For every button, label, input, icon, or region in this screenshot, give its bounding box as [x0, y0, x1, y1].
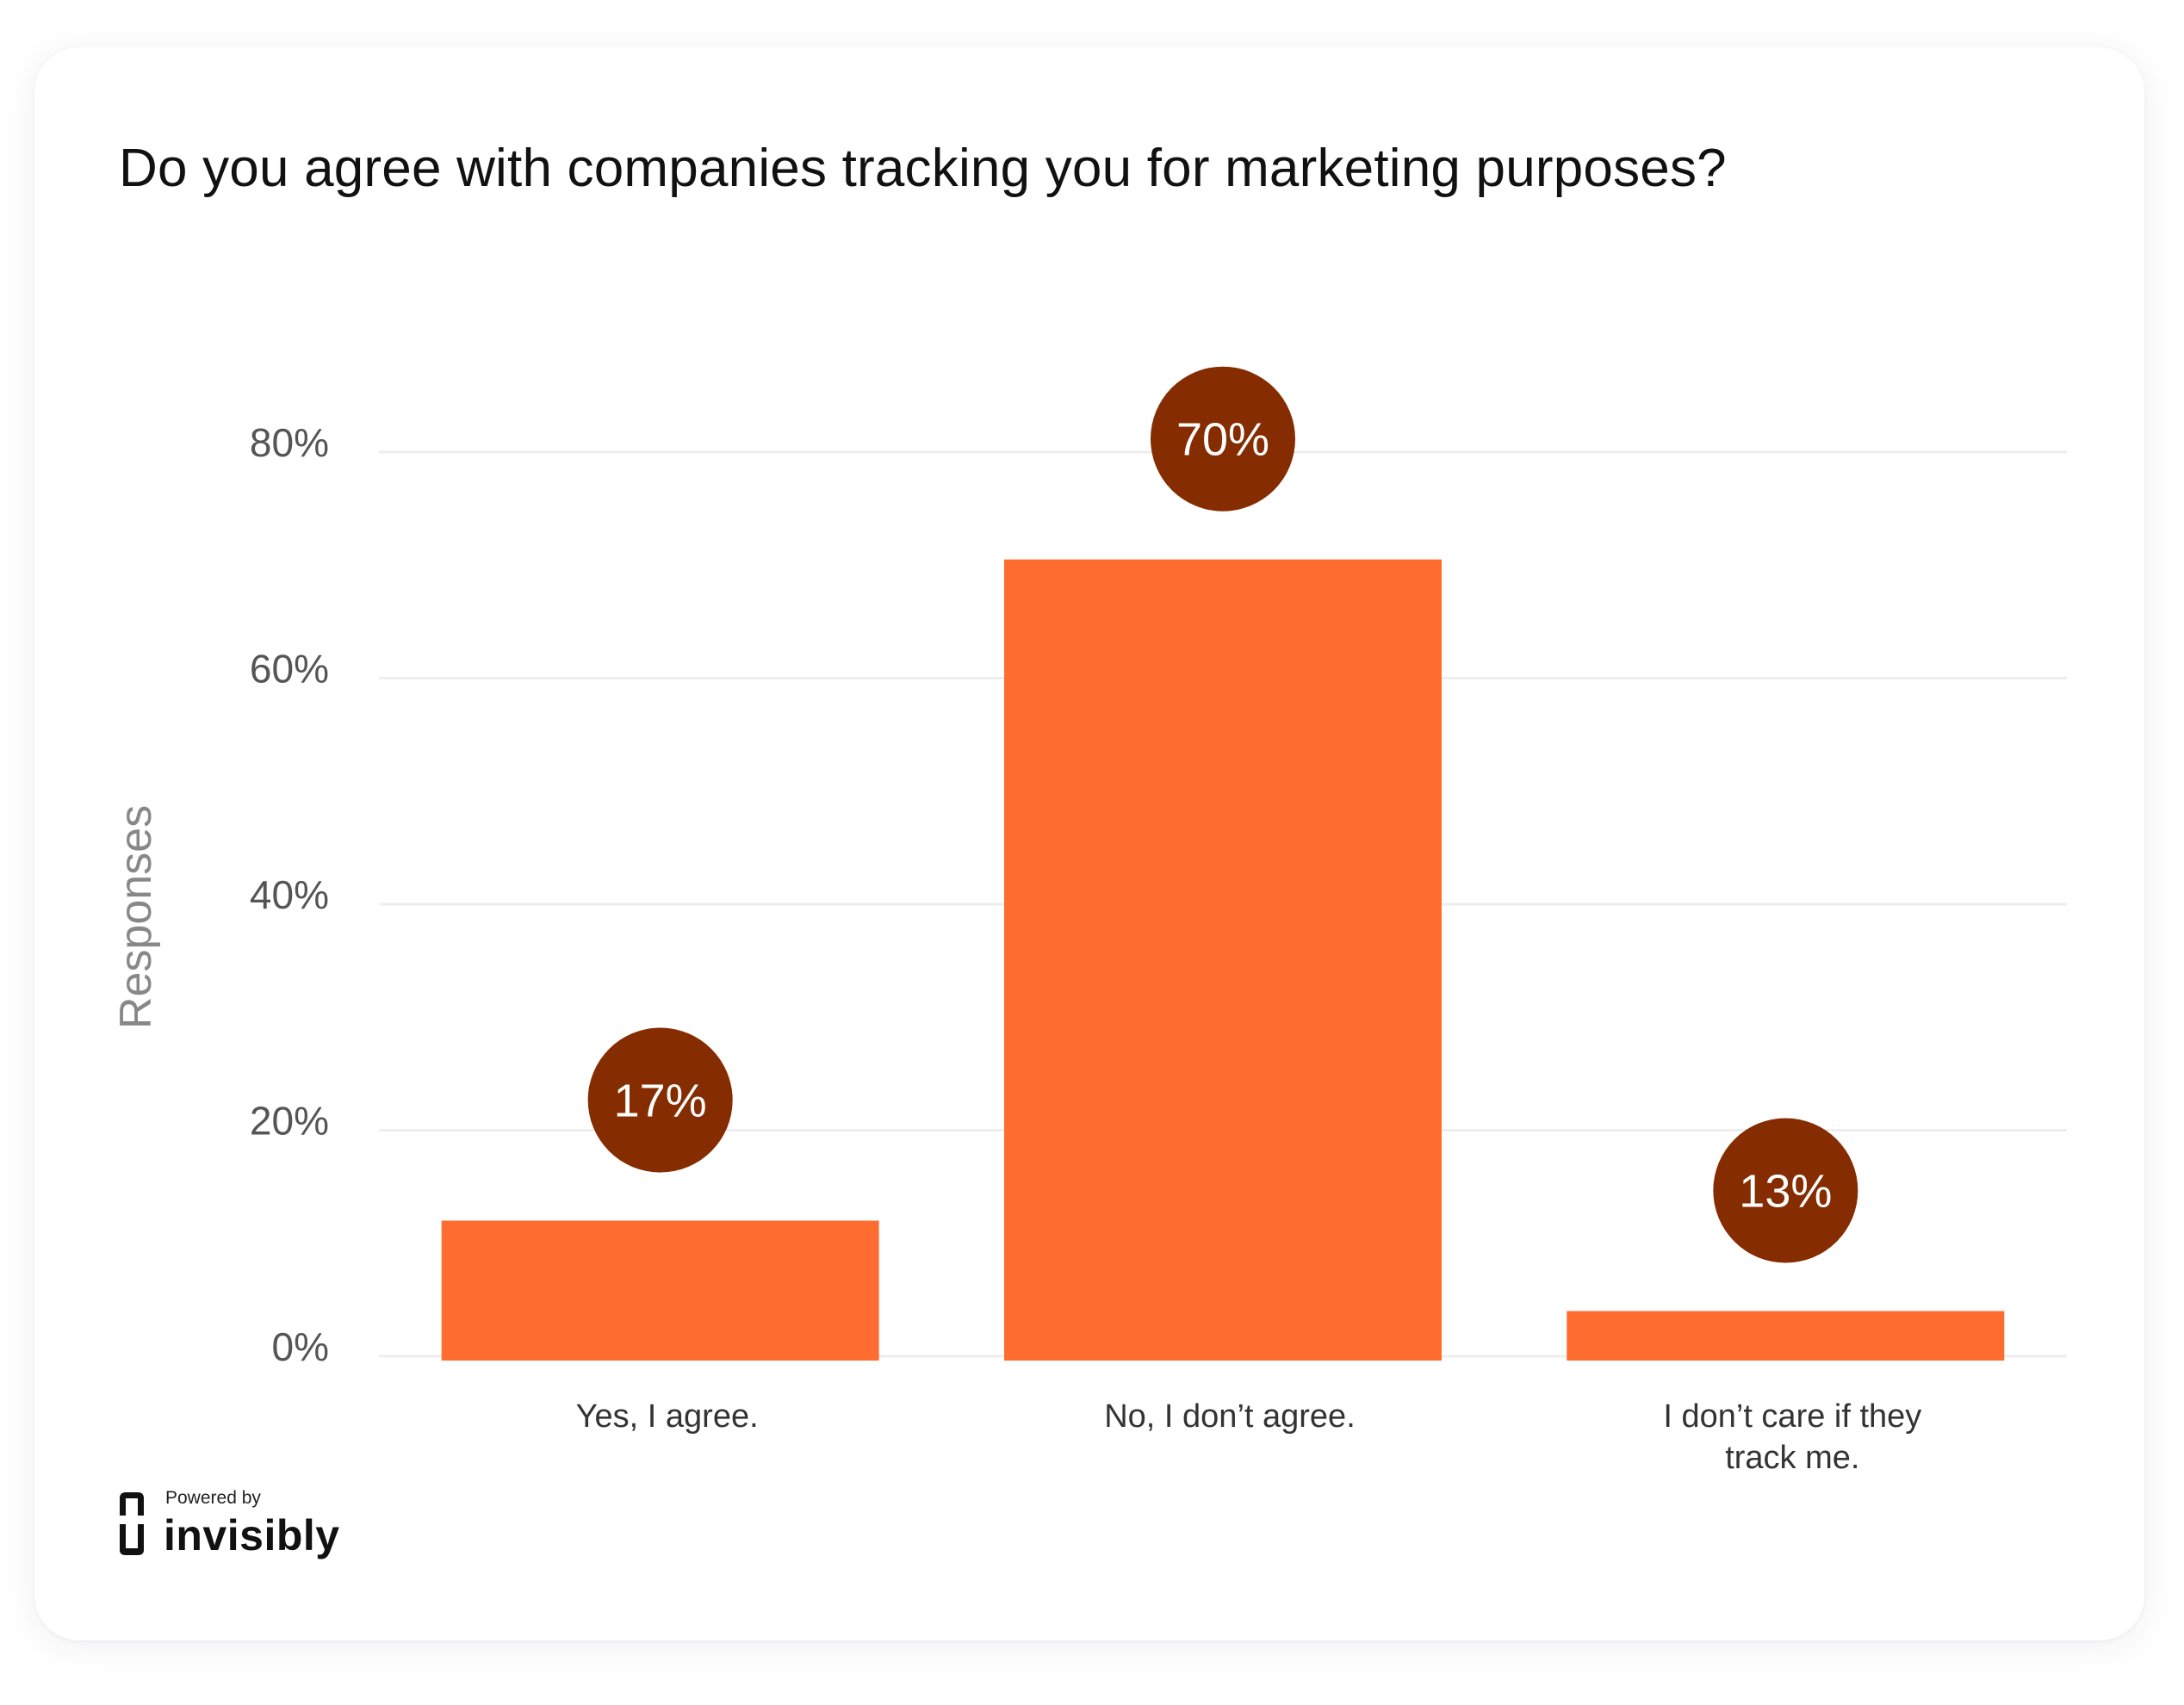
- value-bubble: 70%: [1151, 366, 1295, 512]
- data-label: 17%: [614, 1076, 707, 1127]
- bars: [441, 559, 2005, 1361]
- x-tick-label: I don’t care if they track me.: [1663, 1398, 1921, 1476]
- y-axis-label: Responses: [111, 805, 161, 1029]
- y-tick-label: 60%: [250, 647, 329, 691]
- data-label: 70%: [1176, 414, 1269, 466]
- bar: [1567, 1311, 2005, 1361]
- value-bubble-circle: [1151, 366, 1295, 512]
- invisibly-logo-icon: [120, 1492, 144, 1555]
- y-tick-label: 40%: [250, 872, 329, 917]
- powered-by-brand: Powered by invisibly: [117, 1488, 375, 1559]
- bar: [441, 1220, 879, 1361]
- data-labels: 17% 70% 13%: [587, 366, 1858, 1263]
- x-axis-categories: Yes, I agree. No, I don’t agree. I don’t c…: [576, 1398, 1922, 1476]
- brand-name: invisibly: [164, 1511, 340, 1559]
- powered-by-text: Powered by: [165, 1488, 261, 1508]
- x-tick-label: Yes, I agree.: [576, 1398, 759, 1435]
- y-axis-ticks: 0% 20% 40% 60% 80%: [250, 420, 329, 1369]
- value-bubble-circle: [1713, 1118, 1858, 1263]
- value-bubble: 13%: [1713, 1118, 1858, 1263]
- value-bubble-circle: [587, 1027, 733, 1173]
- value-bubble: 17%: [587, 1027, 733, 1173]
- bar: [1004, 559, 1442, 1361]
- y-tick-label: 80%: [250, 420, 329, 465]
- y-tick-label: 0%: [272, 1324, 329, 1369]
- data-label: 13%: [1739, 1166, 1832, 1218]
- chart-title: Do you agree with companies tracking you…: [119, 139, 1727, 198]
- x-tick-label: No, I don’t agree.: [1104, 1398, 1356, 1435]
- y-tick-label: 20%: [250, 1099, 329, 1144]
